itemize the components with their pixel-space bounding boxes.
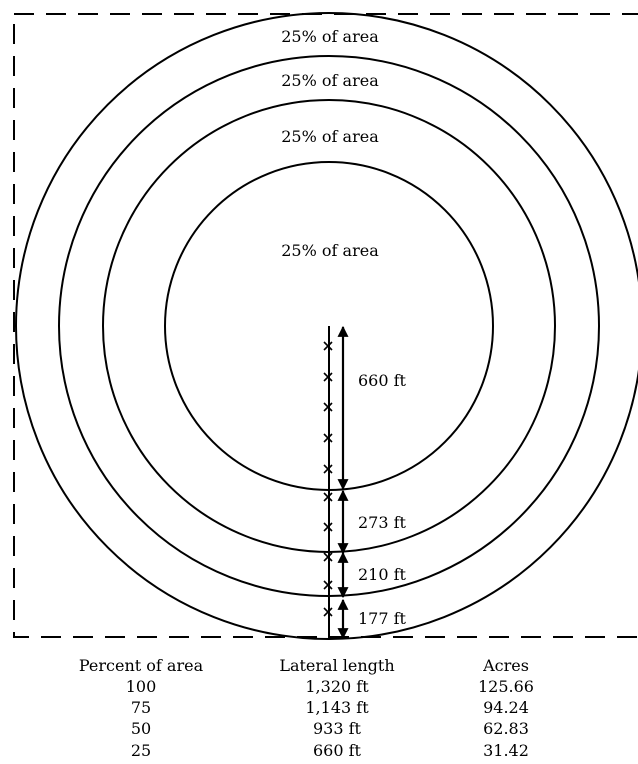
- table-cell-lateral-length: 660 ft: [313, 741, 362, 760]
- table-cell-percent: 50: [131, 719, 151, 738]
- table-cell-percent: 100: [126, 677, 157, 696]
- summary-table: Percent of area Lateral length Acres 100…: [79, 656, 534, 760]
- table-cell-percent: 75: [131, 698, 151, 717]
- sprinkler-marks: [323, 341, 333, 617]
- table-header-percent: Percent of area: [79, 656, 204, 675]
- sprinkler-mark: [323, 372, 333, 382]
- field-boundary: [13, 13, 638, 638]
- table-cell-lateral-length: 1,320 ft: [305, 677, 369, 696]
- dimension-label-210: 210 ft: [358, 565, 407, 584]
- sprinkler-mark: [323, 522, 333, 532]
- table-cell-acres: 94.24: [483, 698, 529, 717]
- sprinkler-mark: [323, 580, 333, 590]
- sprinkler-mark: [323, 492, 333, 502]
- sprinkler-mark: [323, 341, 333, 351]
- sprinkler-mark: [323, 464, 333, 474]
- sprinkler-mark: [323, 433, 333, 443]
- sprinkler-mark: [323, 402, 333, 412]
- table-cell-acres: 125.66: [478, 677, 534, 696]
- zone-label-third: 25% of area: [281, 71, 379, 90]
- dimension-label-177: 177 ft: [358, 609, 407, 628]
- table-cell-lateral-length: 1,143 ft: [305, 698, 369, 717]
- table-header-acres: Acres: [482, 656, 529, 675]
- dimension-label-660: 660 ft: [358, 371, 407, 390]
- zone-label-inner: 25% of area: [281, 241, 379, 260]
- table-cell-percent: 25: [131, 741, 151, 760]
- zone-label-second: 25% of area: [281, 127, 379, 146]
- table-cell-acres: 62.83: [483, 719, 529, 738]
- circle-100-percent: [15, 12, 638, 640]
- sprinkler-mark: [323, 552, 333, 562]
- table-cell-acres: 31.42: [483, 741, 529, 760]
- table-cell-lateral-length: 933 ft: [313, 719, 362, 738]
- dimension-label-273: 273 ft: [358, 513, 407, 532]
- sprinkler-mark: [323, 607, 333, 617]
- table-header-lateral-length: Lateral length: [279, 656, 394, 675]
- zone-label-outer: 25% of area: [281, 27, 379, 46]
